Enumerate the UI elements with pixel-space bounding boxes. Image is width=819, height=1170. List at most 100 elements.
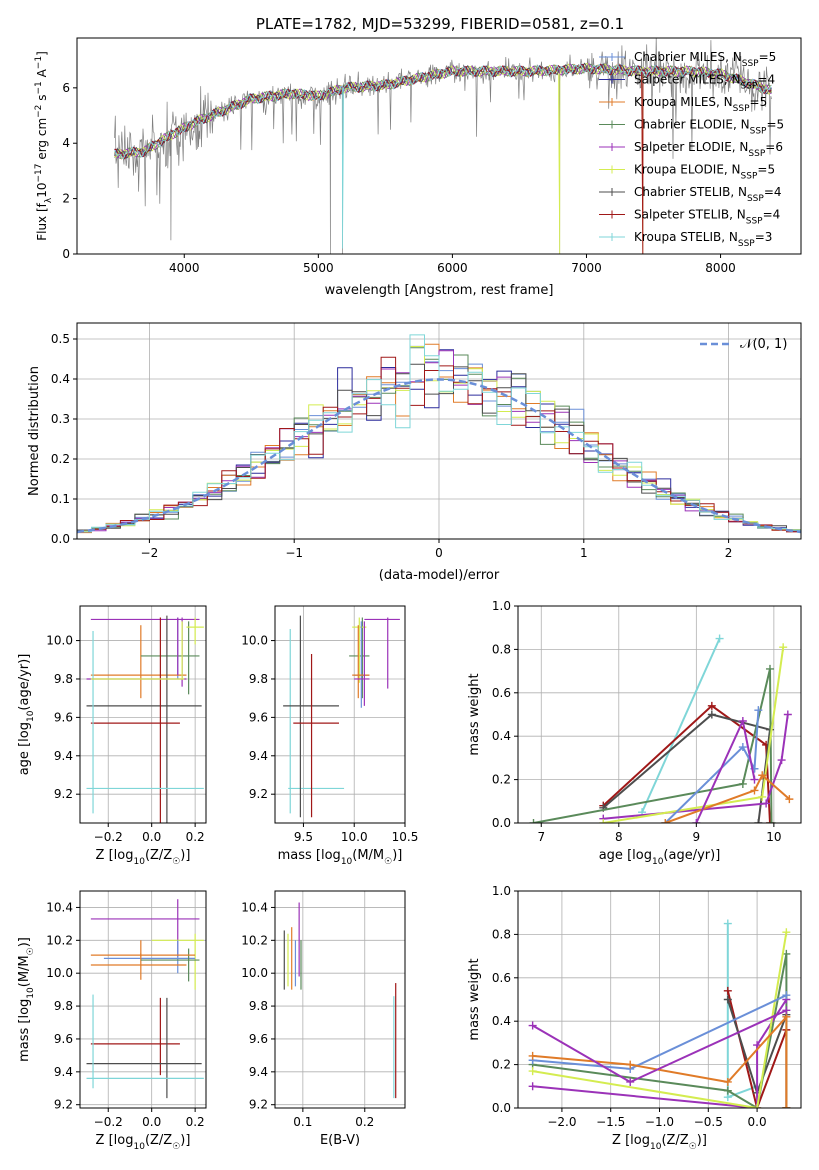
x-tick-label: 2	[725, 546, 733, 560]
figure-title: PLATE=1782, MJD=53299, FIBERID=0581, z=0…	[256, 15, 624, 33]
mass-weight-vs-metallicity-panel: −2.0 −1.5 −1.0 −0.5 0.0 0.0 0.2 0.4 0.6 0.8 1.0 Z […	[467, 884, 802, 1152]
plus-marker	[765, 664, 774, 673]
plus-marker	[765, 819, 774, 823]
plus-marker	[738, 779, 747, 788]
x-axis-label: Z [log10(Z/Z☉)]	[612, 1133, 707, 1152]
plus-marker	[723, 1086, 732, 1095]
y-tick-label: 0.4	[51, 372, 70, 386]
plus-marker	[762, 799, 771, 808]
x-tick-label: 9	[693, 830, 701, 844]
x-tick-label: −1.0	[645, 1115, 674, 1129]
plus-marker	[715, 634, 724, 643]
y-tick-label: 9.6	[54, 710, 73, 724]
y-tick-label: 10.0	[46, 634, 73, 648]
y-tick-label: 9.2	[54, 787, 73, 801]
plus-marker	[692, 819, 701, 823]
plus-marker	[779, 643, 788, 652]
plus-marker	[754, 706, 763, 715]
y-axis-label: age [log10(age/yr)]	[17, 654, 36, 776]
legend-label: Kroupa MILES, NSSP=5	[634, 95, 767, 114]
y-tick-label: 0	[62, 247, 70, 261]
y-tick-label: 0.5	[51, 332, 70, 346]
y-axis-label: mass weight	[467, 673, 482, 755]
plus-marker	[782, 991, 791, 1000]
plus-marker	[723, 1077, 732, 1086]
x-tick-label: 0.0	[748, 1115, 767, 1129]
plus-marker	[661, 819, 670, 823]
plus-marker	[753, 1104, 762, 1108]
plus-marker	[528, 1051, 537, 1060]
y-tick-label: 6	[62, 81, 70, 95]
plot-area	[283, 902, 397, 1099]
y-tick-label: 0.8	[492, 642, 511, 656]
plus-marker	[777, 756, 786, 765]
plot-area	[86, 615, 204, 823]
x-axis-label: wavelength [Angstrom, rest frame]	[325, 283, 554, 298]
axes-frame	[79, 890, 207, 1109]
y-tick-label: 0.6	[492, 971, 511, 985]
y-tick-label: 10.0	[46, 966, 73, 980]
y-tick-label: 9.6	[249, 1032, 268, 1046]
y-tick-label: 10.2	[46, 933, 73, 947]
x-tick-label: −0.2	[94, 1115, 123, 1129]
plot-area	[114, 38, 772, 254]
plus-marker	[626, 1077, 635, 1086]
x-tick-label: 5000	[303, 261, 334, 275]
x-axis-label: Z [log10(Z/Z☉)]	[96, 1133, 191, 1152]
y-tick-label: 0.0	[51, 532, 70, 546]
plus-marker	[738, 743, 747, 752]
x-tick-label: 4000	[169, 261, 200, 275]
plus-marker	[707, 701, 716, 710]
plot-area	[528, 919, 791, 1108]
y-tick-label: 0.1	[51, 492, 70, 506]
y-axis-label: mass weight	[467, 958, 482, 1040]
x-axis-label: age [log10(age/yr)]	[599, 848, 721, 867]
plus-marker	[738, 717, 747, 726]
legend-label: Kroupa STELIB, NSSP=3	[634, 230, 772, 249]
y-tick-label: 0.4	[492, 1014, 511, 1028]
y-tick-label: 9.2	[249, 1098, 268, 1112]
y-tick-label: 10.0	[241, 966, 268, 980]
x-tick-label: 7000	[571, 261, 602, 275]
model-line-kroupa-miles	[114, 63, 772, 254]
y-tick-label: 9.6	[249, 710, 268, 724]
x-tick-label: 0	[435, 546, 443, 560]
x-tick-label: −1.5	[596, 1115, 625, 1129]
x-tick-label: 0.0	[142, 830, 161, 844]
plot-area	[283, 615, 400, 818]
axes-frame	[517, 605, 802, 824]
plus-marker	[767, 819, 776, 823]
legend-label: Chabrier MILES, NSSP=5	[634, 50, 776, 69]
plus-marker	[783, 710, 792, 719]
legend-label: Salpeter STELIB, NSSP=4	[634, 208, 780, 227]
plus-marker	[599, 819, 608, 823]
x-axis-label: (data-model)/error	[379, 568, 500, 583]
legend-label: Salpeter MILES, NSSP=4	[634, 73, 775, 92]
y-tick-label: 1.0	[492, 884, 511, 898]
x-axis-label: mass [log10(M/M☉)]	[278, 848, 403, 867]
axes-frame	[79, 605, 207, 824]
y-tick-label: 0.2	[492, 773, 511, 787]
x-tick-label: −0.2	[94, 830, 123, 844]
plus-marker	[528, 1067, 537, 1076]
series-line-chabrier-miles	[664, 710, 760, 823]
plus-marker	[723, 986, 732, 995]
series-line-kroupa-stelib	[641, 638, 721, 813]
plot-area	[529, 634, 794, 823]
plus-marker	[528, 1021, 537, 1030]
y-tick-label: 0.0	[492, 1101, 511, 1115]
series-line-salpeter-elodie	[603, 714, 789, 820]
y-tick-label: 9.8	[54, 672, 73, 686]
x-tick-label: 8	[615, 830, 623, 844]
y-axis-label: Normed distribution	[27, 366, 42, 496]
x-tick-label: 1	[580, 546, 588, 560]
plus-marker	[758, 771, 767, 780]
x-tick-label: −0.5	[694, 1115, 723, 1129]
plus-marker	[785, 795, 794, 804]
y-tick-label: 10.0	[241, 634, 268, 648]
mass-vs-extinction-panel: 0.1 0.2 9.2 9.4 9.6 9.8 10.0 10.2 10.4 E(B-V)	[241, 890, 406, 1148]
x-tick-label: 0.2	[355, 1115, 374, 1129]
y-tick-label: 9.8	[54, 999, 73, 1013]
x-tick-label: 0.1	[293, 1115, 312, 1129]
